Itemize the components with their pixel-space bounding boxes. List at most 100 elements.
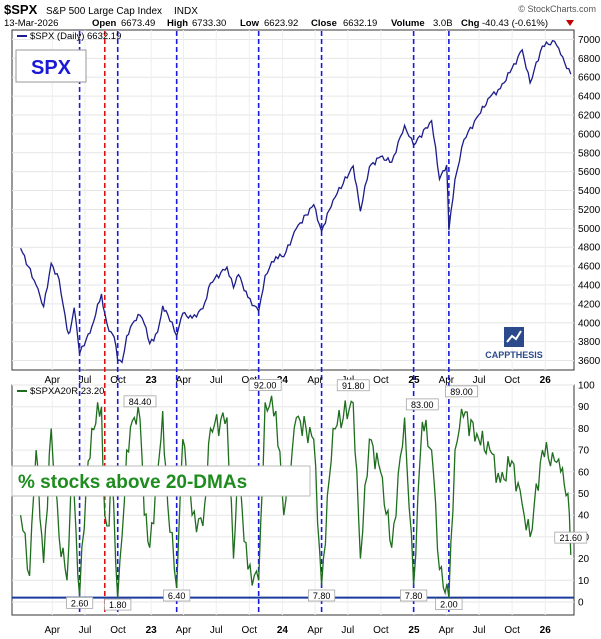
header-volume-value: 3.0B [433,18,453,29]
breadth-y-tick-label: 70 [578,446,590,457]
annotation-label: 7.80 [313,591,331,601]
annotation-label: 7.80 [405,591,423,601]
price-y-tick-label: 4000 [578,318,601,329]
breadth-label-box [11,465,311,497]
cappthesis-logo-icon [504,327,524,347]
breadth-x-tick-label: Apr [439,625,455,636]
price-y-tick-label: 6000 [578,129,601,140]
annotation-label: 84.40 [129,397,152,407]
annotation-box [66,596,94,609]
price-x-tick-label: Apr [439,375,455,386]
annotation-box [400,589,428,602]
price-y-tick-label: 5600 [578,167,601,178]
price-y-tick-label: 7000 [578,35,601,46]
annotation-box [248,379,282,391]
price-y-tick-label: 4600 [578,262,601,273]
breadth-panel [11,384,575,616]
price-y-ticks: 3600 3800 4000 4200 4400 4600 4800 5000 5200 5400… [578,35,601,367]
header-symbol: $SPX [4,2,38,17]
annotation-label: 1.80 [109,600,127,610]
header-date: 13-Mar-2026 [4,18,58,29]
price-x-tick-label: Jul [473,375,486,386]
breadth-y-tick-label: 60 [578,467,590,478]
breadth-label: % stocks above 20-DMAs [18,472,247,493]
spx-label: SPX [31,57,72,79]
header-exchange: INDX [174,6,198,17]
price-x-tick-label: Jul [79,375,92,386]
logo-text: CAPPTHESIS [485,350,543,360]
price-y-tick-label: 6200 [578,111,601,122]
header-low-label: Low [240,18,260,29]
price-y-tick-label: 4800 [578,243,601,254]
header-chg-value: -40.43 (-0.61%) [482,18,548,29]
annotation-label: 83.00 [411,400,434,410]
annotation-label: 2.00 [440,600,458,610]
event-markers [78,31,450,615]
price-y-tick-label: 5800 [578,148,601,159]
price-x-tick-label: Apr [44,375,60,386]
breadth-y-tick-label: 20 [578,554,590,565]
annotation-label: 92.00 [254,380,277,390]
breadth-x-tick-label: Jul [210,625,223,636]
price-panel [11,29,575,371]
breadth-x-tick-label: 26 [540,625,552,636]
price-y-tick-label: 4400 [578,281,601,292]
breadth-x-tick-label: Oct [373,625,389,636]
price-x-tick-label: 23 [146,375,158,386]
price-x-tick-label: Apr [176,375,192,386]
breadth-x-tick-label: 25 [408,625,420,636]
price-x-tick-label: 25 [408,375,420,386]
spx-price-line [20,39,572,364]
price-y-tick-label: 3800 [578,337,601,348]
breadth-y-tick-label: 100 [578,381,595,392]
annotation-box [123,395,157,408]
breadth-x-tick-label: Jul [341,625,354,636]
breadth-x-labels: Apr Jul Oct 23 Apr Jul Oct 24 Apr Jul Oct 25 Apr Jul O… [44,625,551,636]
price-y-tick-label: 5200 [578,205,601,216]
header-close-label: Close [311,18,337,29]
breadth-x-tick-label: 24 [277,625,289,636]
header-close-value: 6632.19 [343,18,377,29]
price-x-tick-label: Oct [373,375,389,386]
breadth-x-tick-label: Apr [176,625,192,636]
price-y-tick-label: 5400 [578,186,601,197]
header-high-value: 6733.30 [192,18,226,29]
spx-label-box [15,49,87,83]
price-grid [12,30,574,370]
price-x-tick-label: 26 [540,375,552,386]
annotation-box [435,598,463,610]
annotation-box [554,531,588,544]
breadth-x-tick-label: Oct [242,625,258,636]
annotation-label: 2.60 [71,598,89,608]
breadth-y-tick-label: 50 [578,489,590,500]
price-y-tick-label: 4200 [578,299,601,310]
down-arrow-icon [566,20,574,26]
breadth-y-ticks: 0102030405060708090100 [578,381,595,609]
breadth-y-tick-label: 90 [578,402,590,413]
price-x-tick-label: Oct [504,375,520,386]
breadth-x-tick-label: Jul [79,625,92,636]
breadth-y-tick-label: 40 [578,511,590,522]
header-low-value: 6623.92 [264,18,298,29]
breadth-x-tick-label: Oct [110,625,126,636]
price-x-tick-label: Jul [210,375,223,386]
price-x-tick-label: Oct [110,375,126,386]
annotation-box [163,589,191,602]
annotation-label: 91.80 [342,381,365,391]
annotation-label: 89.00 [450,387,473,397]
header-high-label: High [167,18,188,29]
price-y-tick-label: 5000 [578,224,601,235]
price-x-labels: AprJulOct23AprJulOct24AprJulOct25AprJulO… [44,375,551,386]
source-credit: © StockCharts.com [518,4,596,14]
price-x-tick-label: 24 [277,375,289,386]
annotation-box [104,598,132,611]
annotation-label: 6.40 [168,591,186,601]
breadth-legend: $SPXA20R 23.20 [30,386,104,397]
price-legend: $SPX (Daily) 6632.19 [30,31,121,42]
header-open-value: 6673.49 [121,18,155,29]
breadth-x-tick-label: Oct [504,625,520,636]
annotation-box [336,379,370,392]
breadth-y-tick-label: 0 [578,597,584,608]
breadth-x-tick-label: Apr [44,625,60,636]
